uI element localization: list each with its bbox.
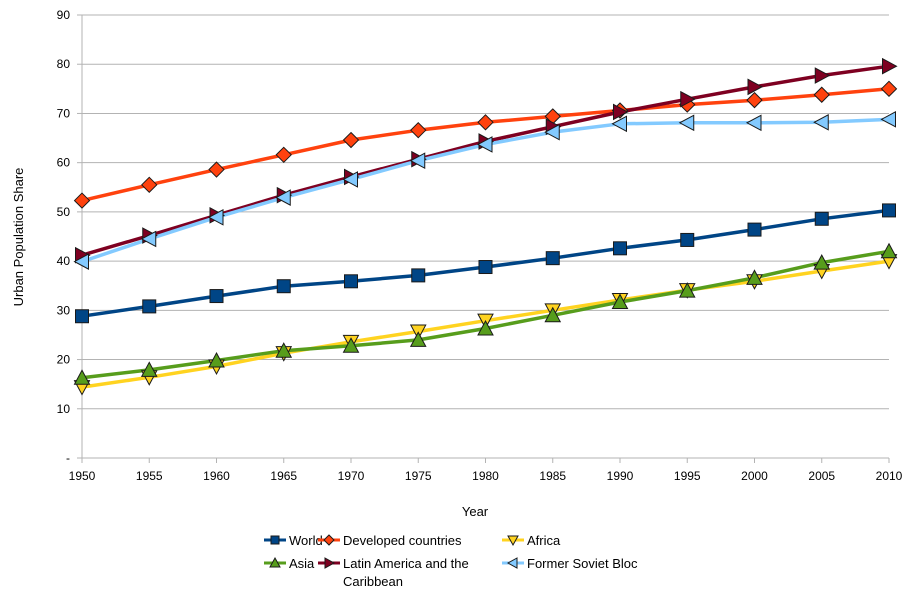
y-axis-title: Urban Population Share bbox=[11, 168, 26, 307]
legend-label-line: Caribbean bbox=[343, 574, 403, 589]
x-axis-title: Year bbox=[462, 504, 489, 519]
data-point-world bbox=[412, 269, 425, 282]
gridlines bbox=[82, 15, 889, 409]
data-point-developed-countries bbox=[344, 133, 359, 148]
x-tick-label: 2000 bbox=[741, 469, 768, 483]
legend-label-latin-america-and-the-caribbean: Latin America and the Caribbean bbox=[343, 556, 469, 589]
data-point-former-soviet-bloc bbox=[680, 115, 694, 130]
x-tick-label: 1955 bbox=[136, 469, 163, 483]
y-tick-label: 70 bbox=[57, 106, 71, 120]
y-tick-label: 50 bbox=[57, 205, 71, 219]
data-point-world bbox=[76, 310, 89, 323]
data-point-world bbox=[277, 280, 290, 293]
data-point-developed-countries bbox=[75, 193, 90, 208]
legend-label-africa: Africa bbox=[527, 533, 561, 548]
data-point-developed-countries bbox=[882, 81, 897, 96]
data-point-former-soviet-bloc bbox=[747, 115, 761, 130]
data-point-developed-countries bbox=[142, 177, 157, 192]
legend-marker-latin-america-and-the-caribbean bbox=[325, 558, 334, 568]
data-point-developed-countries bbox=[747, 93, 762, 108]
legend-marker-developed-countries bbox=[324, 535, 334, 545]
y-tick-label: 90 bbox=[57, 8, 71, 22]
x-tick-label: 1995 bbox=[674, 469, 701, 483]
data-point-world bbox=[479, 261, 492, 274]
data-point-latin-america-and-the-caribbean bbox=[815, 68, 829, 83]
data-point-latin-america-and-the-caribbean bbox=[748, 79, 762, 94]
y-tick-label: 40 bbox=[57, 254, 71, 268]
x-tick-label: 1965 bbox=[270, 469, 297, 483]
legend-marker-world bbox=[271, 536, 279, 544]
data-point-world bbox=[815, 212, 828, 225]
legend-marker-former-soviet-bloc bbox=[508, 558, 517, 568]
y-tick-label: - bbox=[66, 451, 70, 465]
data-point-developed-countries bbox=[814, 87, 829, 102]
data-point-world bbox=[614, 242, 627, 255]
data-point-world bbox=[883, 204, 896, 217]
x-tick-label: 1970 bbox=[338, 469, 365, 483]
data-point-world bbox=[210, 290, 223, 303]
legend-label-asia: Asia bbox=[289, 556, 315, 571]
x-tick-label: 1975 bbox=[405, 469, 432, 483]
axes: - 10 20 30 40 50 60 70 80 90 1950 1955 1960 1965 1970 1… bbox=[57, 8, 903, 483]
x-tick-label: 2005 bbox=[808, 469, 835, 483]
data-point-former-soviet-bloc bbox=[814, 115, 828, 130]
data-point-world bbox=[345, 275, 358, 288]
y-tick-label: 20 bbox=[57, 353, 71, 367]
data-point-developed-countries bbox=[411, 123, 426, 138]
data-point-former-soviet-bloc bbox=[882, 112, 896, 127]
x-tick-label: 1990 bbox=[607, 469, 634, 483]
legend-label-line: Latin America and the bbox=[343, 556, 469, 571]
x-tick-label: 1985 bbox=[539, 469, 566, 483]
data-point-developed-countries bbox=[276, 147, 291, 162]
legend-label-world: World bbox=[289, 533, 323, 548]
data-point-world bbox=[143, 300, 156, 313]
x-tick-label: 1950 bbox=[69, 469, 96, 483]
x-tick-label: 2010 bbox=[876, 469, 903, 483]
x-tick-label: 1960 bbox=[203, 469, 230, 483]
y-tick-label: 60 bbox=[57, 156, 71, 170]
y-tick-label: 30 bbox=[57, 303, 71, 317]
legend-label-former-soviet-bloc: Former Soviet Bloc bbox=[527, 556, 638, 571]
data-point-latin-america-and-the-caribbean bbox=[883, 59, 897, 74]
data-point-developed-countries bbox=[478, 115, 493, 130]
legend: World Developed countries Africa Asia Latin … bbox=[264, 533, 638, 589]
y-tick-label: 80 bbox=[57, 57, 71, 71]
data-point-developed-countries bbox=[209, 162, 224, 177]
data-point-world bbox=[546, 252, 559, 265]
data-point-world bbox=[681, 233, 694, 246]
y-tick-label: 10 bbox=[57, 402, 71, 416]
data-point-world bbox=[748, 223, 761, 236]
x-tick-label: 1980 bbox=[472, 469, 499, 483]
legend-label-developed-countries: Developed countries bbox=[343, 533, 462, 548]
